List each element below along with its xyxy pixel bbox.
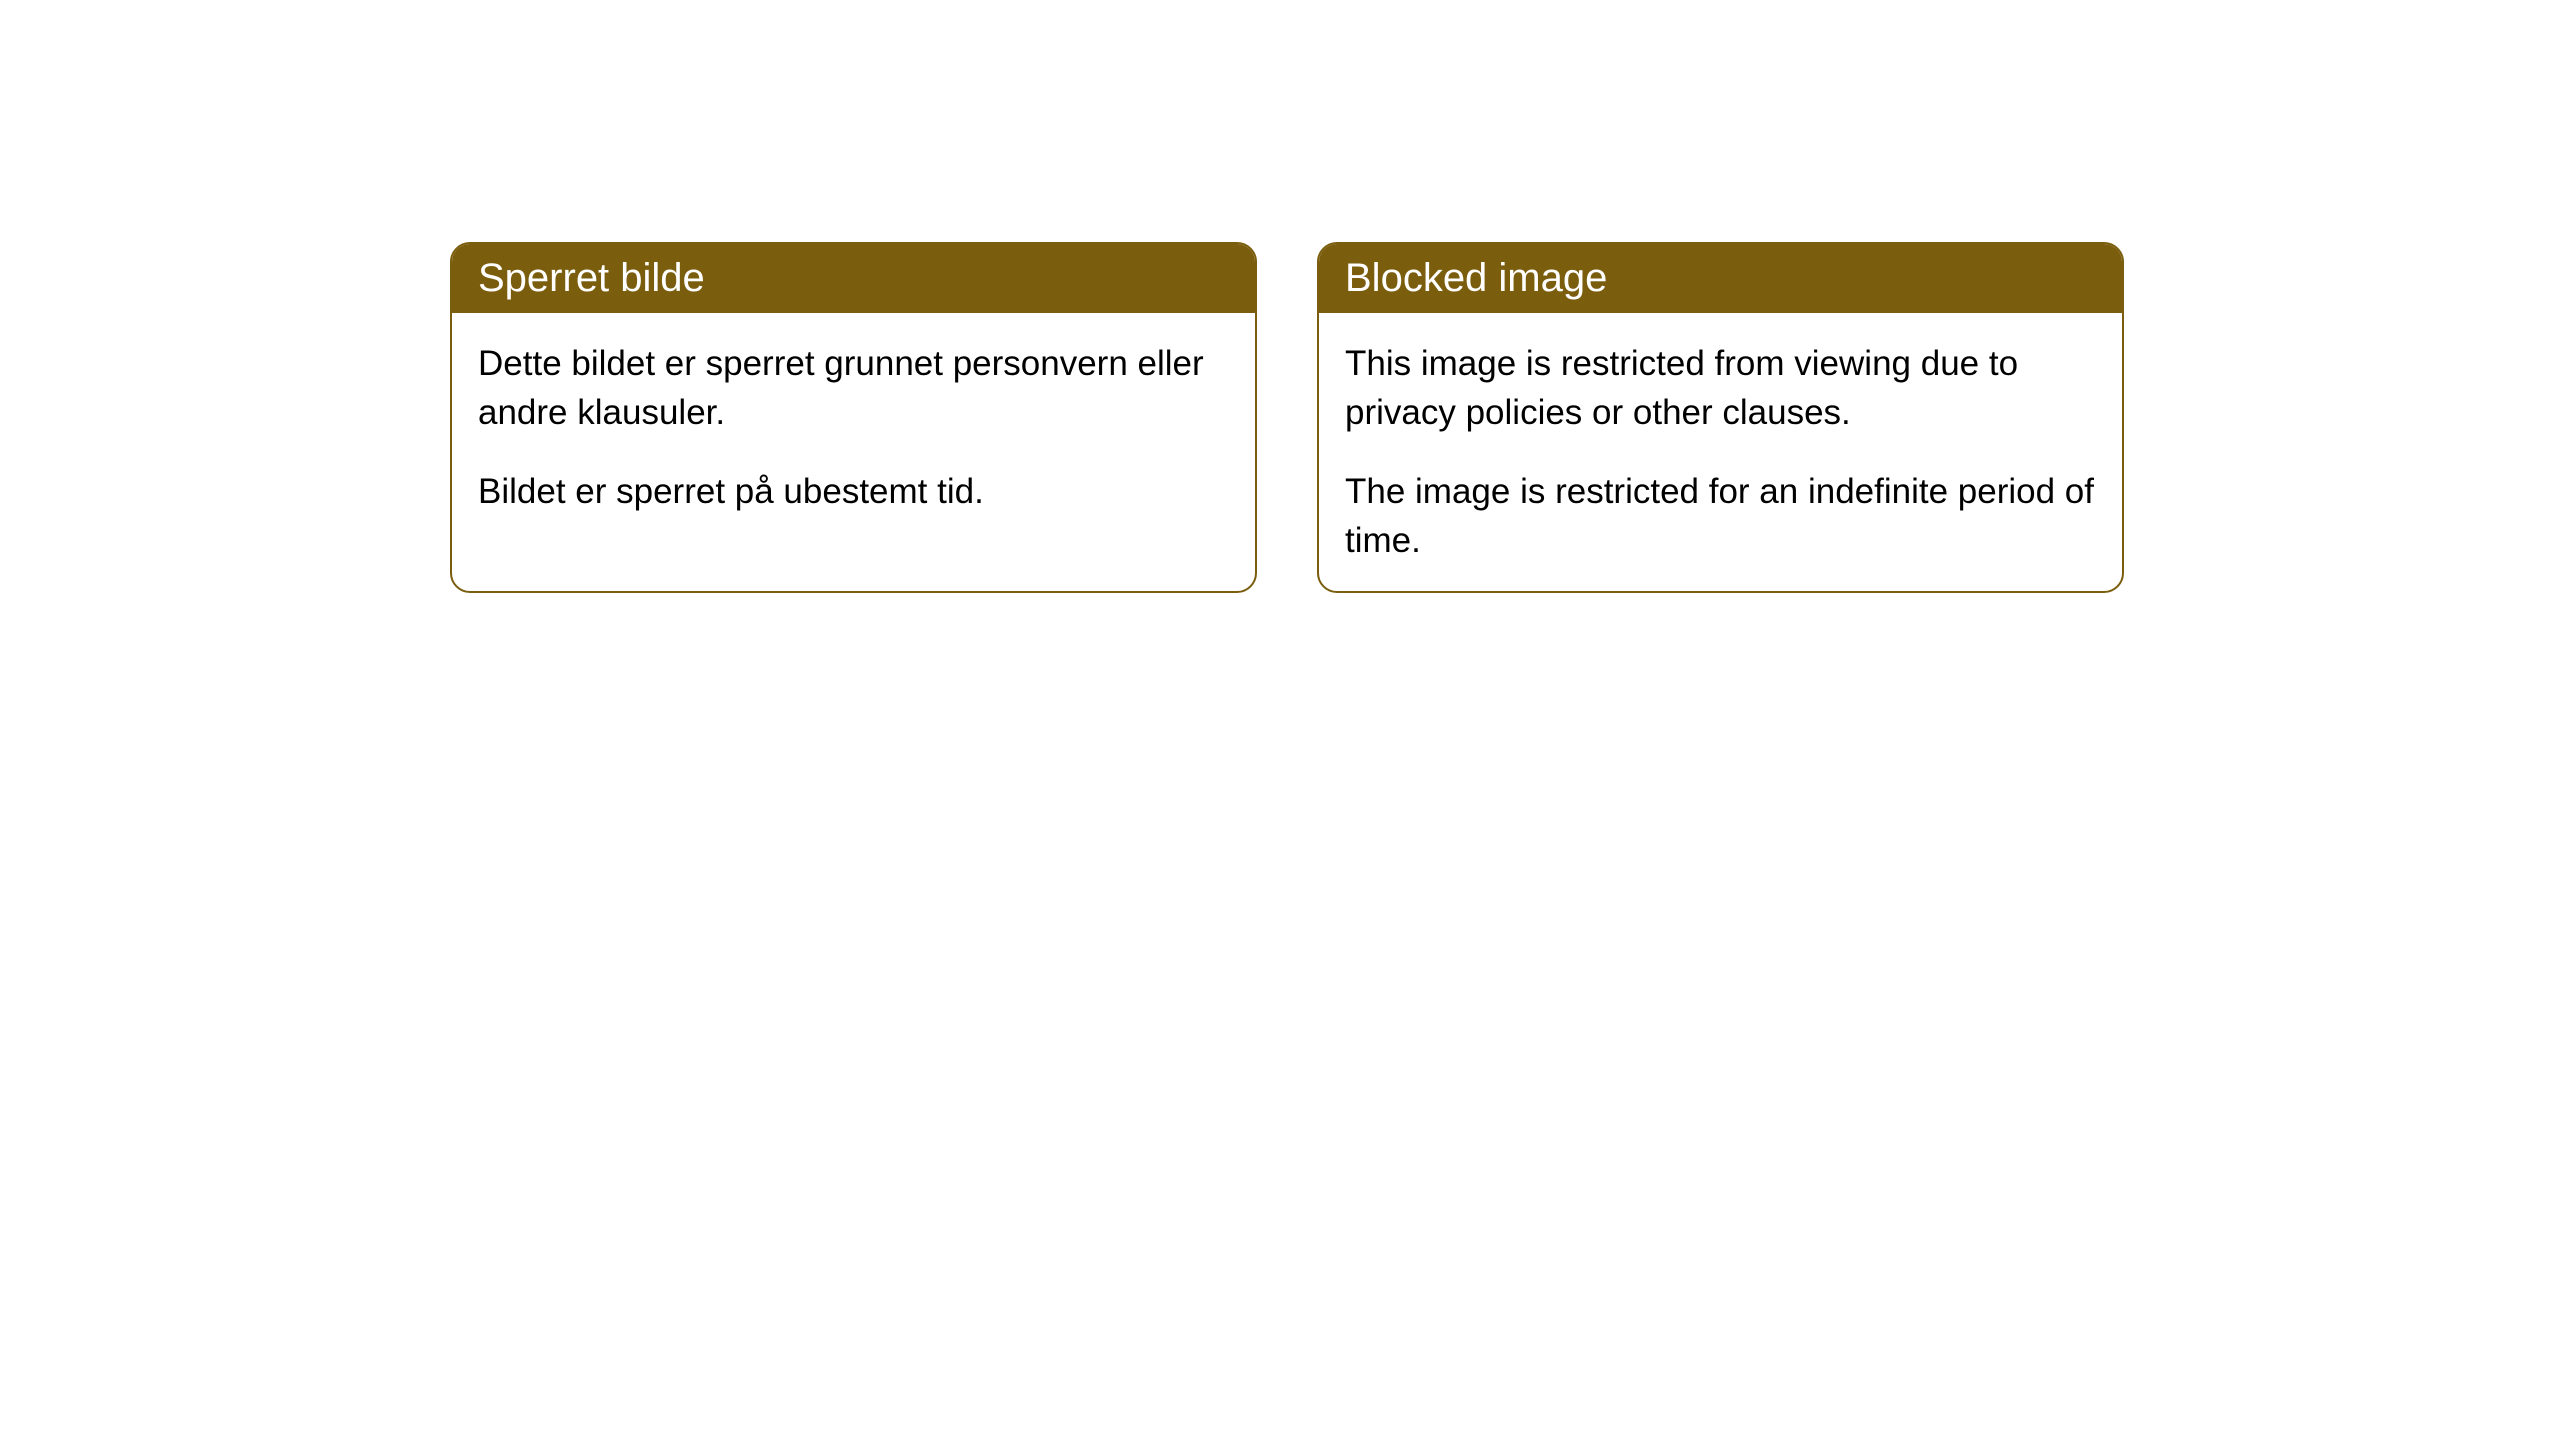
card-header-no: Sperret bilde (452, 244, 1255, 313)
card-paragraph-en-2: The image is restricted for an indefinit… (1345, 467, 2096, 565)
card-body-no: Dette bildet er sperret grunnet personve… (452, 313, 1255, 542)
card-paragraph-no-1: Dette bildet er sperret grunnet personve… (478, 339, 1229, 437)
card-body-en: This image is restricted from viewing du… (1319, 313, 2122, 591)
card-paragraph-en-1: This image is restricted from viewing du… (1345, 339, 2096, 437)
blocked-image-card-en: Blocked image This image is restricted f… (1317, 242, 2124, 593)
notice-cards-container: Sperret bilde Dette bildet er sperret gr… (450, 242, 2124, 593)
card-paragraph-no-2: Bildet er sperret på ubestemt tid. (478, 467, 1229, 516)
card-header-en: Blocked image (1319, 244, 2122, 313)
blocked-image-card-no: Sperret bilde Dette bildet er sperret gr… (450, 242, 1257, 593)
